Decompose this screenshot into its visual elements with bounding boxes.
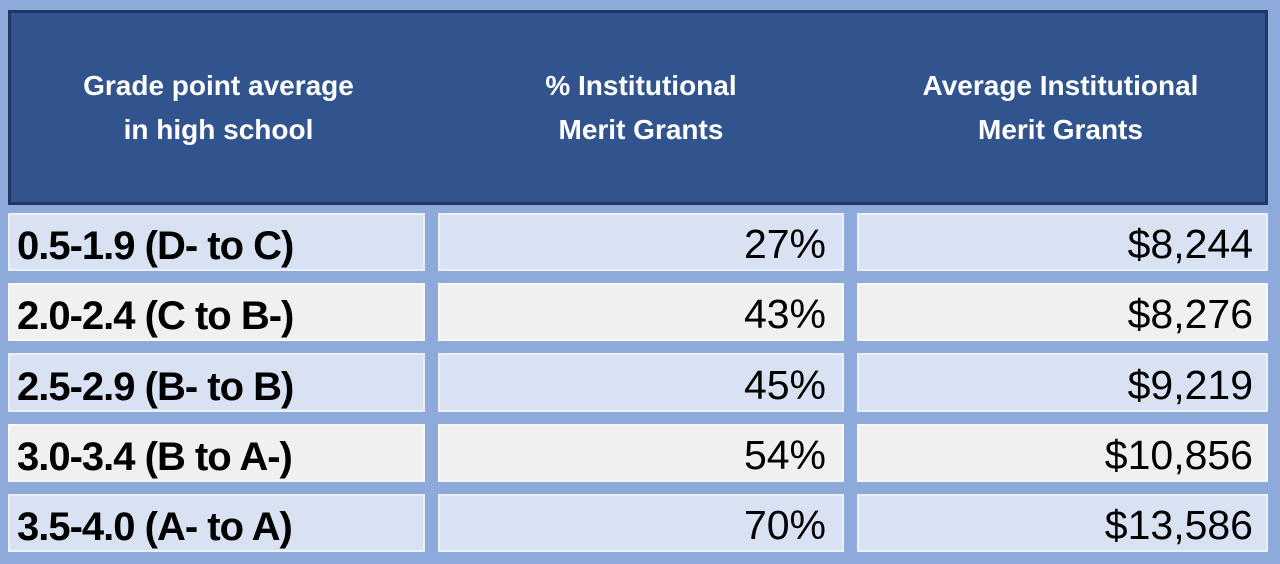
table-row-5-gpa: 3.5-4.0 (A- to A) [8, 493, 425, 552]
table-row-3-amount: $9,219 [857, 353, 1268, 412]
table-body: 0.5-1.9 (D- to C) 27% $8,244 2.0-2.4 (C … [8, 213, 1268, 552]
table-row-4-percent: 54% [438, 423, 844, 482]
table-row-3-percent: 45% [438, 353, 844, 412]
table-row-2-gpa: 2.0-2.4 (C to B-) [8, 283, 425, 342]
header-average-grants-line1: Average Institutional [922, 69, 1199, 101]
table-header-row: Grade point average in high school % Ins… [8, 10, 1268, 205]
table-row-1-gpa: 0.5-1.9 (D- to C) [8, 213, 425, 272]
header-gpa-line1: Grade point average [83, 69, 354, 101]
table-row-4-amount: $10,856 [857, 423, 1268, 482]
table-row-3-gpa: 2.5-2.9 (B- to B) [8, 353, 425, 412]
table-row-2-amount: $8,276 [857, 283, 1268, 342]
table-row-5-amount: $13,586 [857, 493, 1268, 552]
header-average-grants: Average Institutional Merit Grants [856, 64, 1265, 152]
header-percent-grants-line2: Merit Grants [558, 113, 724, 145]
table-row-4-gpa: 3.0-3.4 (B to A-) [8, 423, 425, 482]
table-row-1-amount: $8,244 [857, 213, 1268, 272]
header-percent-grants-line1: % Institutional [545, 69, 737, 101]
table-row-2-percent: 43% [438, 283, 844, 342]
header-percent-grants: % Institutional Merit Grants [439, 64, 843, 152]
header-gpa: Grade point average in high school [11, 64, 426, 152]
header-gpa-line2: in high school [123, 113, 314, 145]
header-average-grants-line2: Merit Grants [978, 113, 1143, 145]
table-row-5-percent: 70% [438, 493, 844, 552]
table-row-1-percent: 27% [438, 213, 844, 272]
